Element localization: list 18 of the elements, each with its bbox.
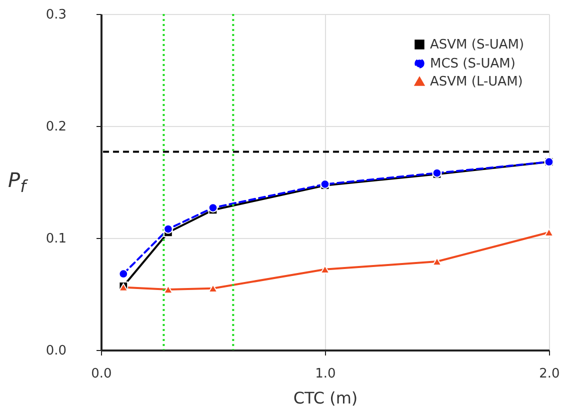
point xyxy=(118,269,128,279)
legend-label: MCS (S-UAM) xyxy=(430,56,516,72)
x-tick-label: 0.0 xyxy=(91,366,112,382)
y-axis-title: P$_{f}$ xyxy=(8,168,26,196)
y-tick-label: 0.2 xyxy=(46,120,66,134)
legend-label: ASVM (L-UAM) xyxy=(430,74,523,90)
x-tick-label: 1.0 xyxy=(315,366,336,382)
point xyxy=(544,228,554,237)
x-axis-title: CTC (m) xyxy=(293,388,358,408)
point xyxy=(208,284,218,293)
y-tick-label: 0.1 xyxy=(46,232,66,246)
y-tick-label: 0.3 xyxy=(46,8,66,22)
point xyxy=(320,265,330,274)
point xyxy=(164,224,173,234)
legend-label: ASVM (S-UAM) xyxy=(430,38,524,52)
y-tick-label: 0.0 xyxy=(46,344,66,358)
x-tick-label: 2.0 xyxy=(539,366,560,382)
point xyxy=(208,203,218,212)
